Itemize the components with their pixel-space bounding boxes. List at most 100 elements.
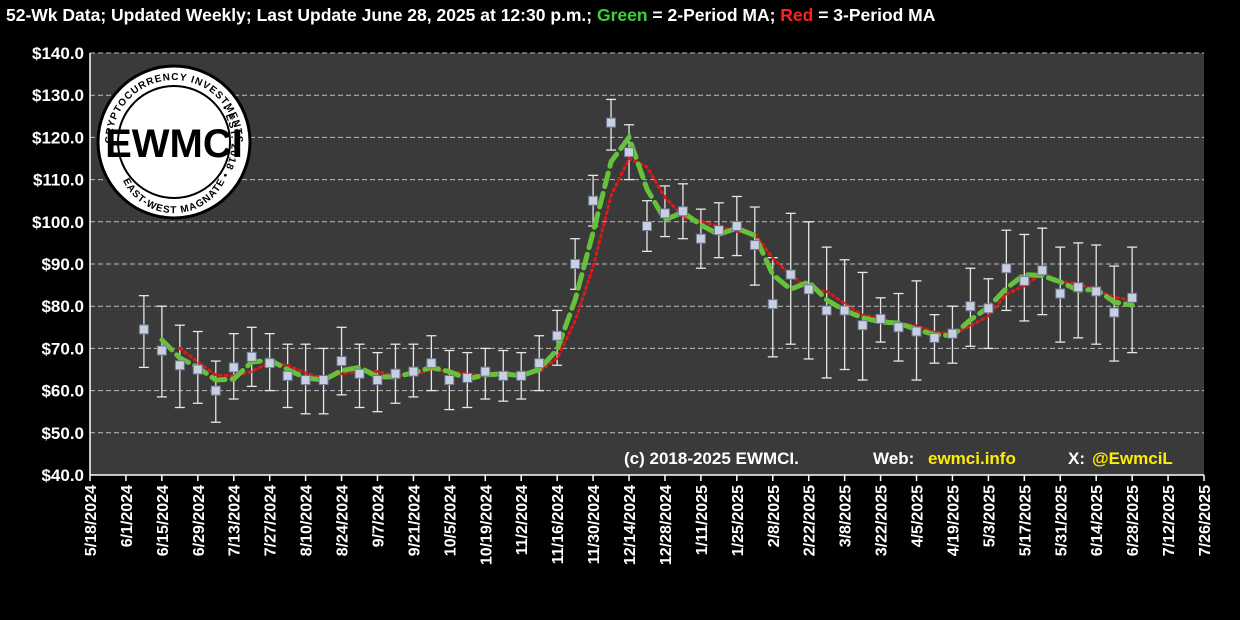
y-tick-label: $130.0 <box>32 86 84 105</box>
logo-outer-circle <box>96 64 252 220</box>
data-point <box>839 305 850 316</box>
data-point <box>228 362 239 373</box>
chart-title: 52-Wk Data; Updated Weekly; Last Update … <box>6 5 935 26</box>
data-point <box>408 366 419 377</box>
data-point <box>659 208 670 219</box>
data-point <box>893 322 904 333</box>
x-tick-label: 9/7/2024 <box>370 485 387 547</box>
data-point <box>857 320 868 331</box>
data-point <box>1019 275 1030 286</box>
title-part3: = 3-Period MA <box>813 5 936 25</box>
data-point <box>606 117 617 128</box>
data-point <box>983 303 994 314</box>
data-point <box>498 370 509 381</box>
data-point <box>588 195 599 206</box>
data-point <box>426 358 437 369</box>
x-tick-label: 7/13/2024 <box>227 485 244 556</box>
x-tick-label: 1/25/2025 <box>730 485 747 556</box>
data-point <box>929 332 940 343</box>
data-point <box>210 385 221 396</box>
x-axis: 5/18/2024 6/1/2024 6/15/2024 6/29/2024 7/13/… <box>83 474 1214 565</box>
x-tick-label: 11/2/2024 <box>514 485 531 555</box>
x-tick-label: 7/26/2025 <box>1197 485 1214 556</box>
footer-web-value: ewmci.info <box>928 449 1016 468</box>
x-tick-label: 2/22/2025 <box>802 485 819 556</box>
x-tick-label: 11/16/2024 <box>550 485 567 564</box>
x-tick-label: 3/22/2025 <box>874 485 891 556</box>
x-tick-label: 7/27/2024 <box>263 485 280 556</box>
data-point <box>534 358 545 369</box>
data-point <box>767 299 778 310</box>
data-point <box>677 206 688 217</box>
ewmci-logo: CRYPTOCURRENCY INVESTMENTS EAST-WEST MAG… <box>96 64 252 220</box>
data-point <box>1055 288 1066 299</box>
title-red-word: Red <box>780 5 814 25</box>
logo-center-text: EWMCI <box>105 122 243 166</box>
footer-copyright: (c) 2018-2025 EWMCI. <box>624 449 799 468</box>
y-tick-label: $50.0 <box>41 424 84 443</box>
data-point <box>695 233 706 244</box>
data-point <box>174 360 185 371</box>
data-point <box>749 240 760 251</box>
y-tick-label: $140.0 <box>32 44 84 63</box>
data-markers <box>138 117 1138 396</box>
x-tick-label: 5/17/2025 <box>1017 485 1034 556</box>
x-tick-label: 11/30/2024 <box>586 485 603 564</box>
data-point <box>156 345 167 356</box>
x-tick-label: 6/15/2024 <box>155 485 172 556</box>
y-tick-label: $90.0 <box>41 255 84 274</box>
data-point <box>336 356 347 367</box>
y-axis: $40.0 $50.0 $60.0 $70.0 $80.0 $90.0 $100.0 $110… <box>32 44 91 485</box>
data-point <box>785 269 796 280</box>
x-tick-label: 4/19/2025 <box>945 485 962 556</box>
x-tick-label: 6/1/2024 <box>119 485 136 547</box>
data-point <box>713 225 724 236</box>
data-point <box>642 221 652 232</box>
x-tick-label: 12/14/2024 <box>622 485 639 565</box>
data-point <box>1109 307 1120 318</box>
data-point <box>1037 265 1048 276</box>
data-point <box>282 370 293 381</box>
y-tick-label: $110.0 <box>33 171 84 190</box>
y-tick-label: $60.0 <box>41 382 84 401</box>
data-point <box>516 370 527 381</box>
footer-web-label: Web: <box>873 449 914 468</box>
data-point <box>731 221 742 232</box>
x-tick-label: 10/19/2024 <box>478 485 495 565</box>
x-tick-label: 8/10/2024 <box>299 485 316 556</box>
title-part1: 52-Wk Data; Updated Weekly; Last Update … <box>6 5 597 25</box>
data-point <box>1001 263 1012 274</box>
x-tick-label: 8/24/2024 <box>335 485 352 556</box>
data-point <box>624 147 635 158</box>
error-bar <box>983 278 994 350</box>
data-point <box>552 330 563 341</box>
footer-x-value: @EwmciL <box>1092 449 1173 468</box>
data-point <box>192 364 203 375</box>
gridlines <box>90 52 1204 434</box>
data-point <box>570 259 581 269</box>
footer-x-label: X: <box>1068 449 1085 468</box>
data-point <box>1127 292 1138 303</box>
data-point <box>264 358 275 369</box>
x-tick-label: 5/3/2025 <box>981 485 998 547</box>
x-tick-label: 12/28/2024 <box>658 485 675 565</box>
y-tick-label: $100.0 <box>32 213 84 232</box>
y-tick-label: $120.0 <box>32 128 84 147</box>
data-point <box>875 313 886 324</box>
x-tick-label: 6/28/2025 <box>1125 485 1142 556</box>
data-point <box>911 326 922 337</box>
x-tick-label: 6/14/2025 <box>1089 485 1106 556</box>
data-point <box>246 351 257 362</box>
data-point <box>821 305 832 316</box>
data-point <box>965 301 976 312</box>
data-point <box>1091 286 1102 297</box>
title-green-word: Green <box>596 5 648 25</box>
x-tick-label: 1/11/2025 <box>694 485 711 555</box>
data-point <box>318 375 329 386</box>
x-tick-label: 7/12/2025 <box>1161 485 1178 556</box>
data-point <box>803 284 814 295</box>
data-point <box>390 368 401 379</box>
x-tick-label: 6/29/2024 <box>191 485 208 556</box>
x-tick-label: 2/8/2025 <box>766 485 783 547</box>
